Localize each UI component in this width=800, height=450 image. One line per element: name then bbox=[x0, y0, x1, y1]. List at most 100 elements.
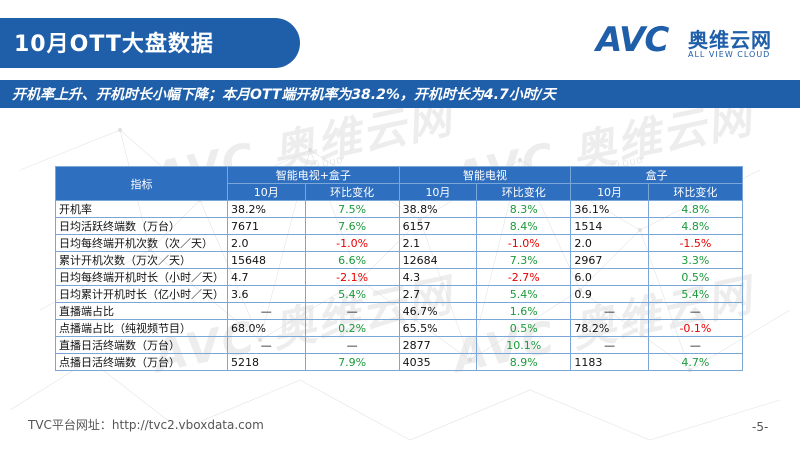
value-cell: 2.1 bbox=[398, 234, 478, 252]
change-cell: 4.7% bbox=[647, 353, 744, 371]
footer-url: TVC平台网址：http://tvc2.vboxdata.com bbox=[28, 418, 264, 432]
value-cell: 38.8% bbox=[398, 200, 478, 218]
change-cell: 8.9% bbox=[476, 353, 572, 371]
change-cell: 6.6% bbox=[304, 251, 400, 269]
change-cell: -1.5% bbox=[647, 234, 744, 252]
change-cell: -1.0% bbox=[476, 234, 572, 252]
row-label: 点播日活终端数（万台） bbox=[55, 353, 228, 371]
change-cell: 0.2% bbox=[304, 319, 400, 337]
change-cell: 7.6% bbox=[304, 217, 400, 235]
value-cell: 4.7 bbox=[227, 268, 306, 286]
change-cell: 7.9% bbox=[304, 353, 400, 371]
change-cell: 5.4% bbox=[476, 285, 572, 303]
row-label: 日均每终端开机时长（小时／天） bbox=[55, 268, 228, 286]
value-cell: 2.0 bbox=[227, 234, 306, 252]
row-label: 直播端占比 bbox=[55, 302, 228, 320]
change-cell: — bbox=[647, 302, 744, 320]
table-row: 日均每终端开机时长（小时／天） 4.7 -2.1% 4.3 -2.7% 6.0 0.5% bbox=[55, 268, 744, 286]
change-cell: 4.8% bbox=[647, 200, 744, 218]
table-row: 点播端占比（纯视频节目） 68.0% 0.2% 65.5% 0.5% 78.2% -0.1% bbox=[55, 319, 744, 337]
change-cell: 1.6% bbox=[476, 302, 572, 320]
change-cell: 5.4% bbox=[647, 285, 744, 303]
value-cell: 3.6 bbox=[227, 285, 306, 303]
table-row: 直播日活终端数（万台） — —2877 10.1% — — bbox=[55, 336, 744, 354]
table-row: 日均每终端开机次数（次／天） 2.0 -1.0% 2.1 -1.0% 2.0 -1.5% bbox=[55, 234, 744, 252]
value-cell: 5218 bbox=[227, 353, 306, 371]
change-cell: 3.3% bbox=[647, 251, 744, 269]
change-cell: 10.1% bbox=[476, 336, 572, 354]
value-cell: 2.7 bbox=[398, 285, 478, 303]
subheader-month: 10月 bbox=[570, 183, 649, 201]
change-cell: 4.8% bbox=[647, 217, 744, 235]
value-cell: 4.3 bbox=[398, 268, 478, 286]
value-cell: 2967 bbox=[570, 251, 649, 269]
value-cell: 0.9 bbox=[570, 285, 649, 303]
change-cell: 7.5% bbox=[304, 200, 400, 218]
value-cell: 12684 bbox=[398, 251, 478, 269]
value-cell: — bbox=[227, 336, 306, 354]
value-cell: 7671 bbox=[227, 217, 306, 235]
subheader-month: 10月 bbox=[398, 183, 478, 201]
subheader-change: 环比变化 bbox=[304, 183, 400, 201]
value-cell: 78.2% bbox=[570, 319, 649, 337]
value-cell: 2.0 bbox=[570, 234, 649, 252]
value-cell: 65.5% bbox=[398, 319, 478, 337]
value-cell: 6157 bbox=[398, 217, 478, 235]
row-label: 日均每终端开机次数（次／天） bbox=[55, 234, 228, 252]
ott-data-table: 指标 智能电视+盒子 智能电视 盒子 10月 环比变化 10月 环比变化 10月… bbox=[55, 166, 744, 371]
table-row: 累计开机次数（万次／天） 15648 6.6% 12684 7.3% 2967 3.3% bbox=[55, 251, 744, 269]
logo-avc: AVC bbox=[596, 20, 669, 60]
table-row: 开机率 38.2% 7.5% 38.8% 8.3% 36.1% 4.8% bbox=[55, 200, 744, 218]
change-cell: 0.5% bbox=[647, 268, 744, 286]
table-subheader-row: 10月 环比变化 10月 环比变化 10月 环比变化 bbox=[56, 183, 744, 201]
group-header: 盒子 bbox=[570, 166, 743, 184]
table-row: 直播端占比 — —46.7% 1.6% — — bbox=[55, 302, 744, 320]
table-row: 日均活跃终端数（万台） 7671 7.6% 6157 8.4% 1514 4.8% bbox=[55, 217, 744, 235]
group-header: 智能电视 bbox=[398, 166, 572, 184]
value-cell: 2877 bbox=[398, 336, 478, 354]
row-label: 日均累计开机时长（亿小时／天） bbox=[55, 285, 228, 303]
row-label: 直播日活终端数（万台） bbox=[55, 336, 228, 354]
row-label: 点播端占比（纯视频节目） bbox=[55, 319, 228, 337]
change-cell: -1.0% bbox=[304, 234, 400, 252]
logo: AVC 奥维云网 ALL VIEW CLOUD bbox=[596, 18, 786, 68]
subtitle: 开机率上升、开机时长小幅下降；本月OTT端开机率为38.2%，开机时长为4.7小… bbox=[12, 87, 556, 103]
page-title: 10月OTT大盘数据 bbox=[14, 32, 214, 57]
logo-english-name: ALL VIEW CLOUD bbox=[688, 50, 771, 59]
change-cell: -2.7% bbox=[476, 268, 572, 286]
value-cell: 46.7% bbox=[398, 302, 478, 320]
change-cell: 7.3% bbox=[476, 251, 572, 269]
change-cell: -2.1% bbox=[304, 268, 400, 286]
value-cell: 1183 bbox=[570, 353, 649, 371]
change-cell: 5.4% bbox=[304, 285, 400, 303]
table-header-row: 指标 智能电视+盒子 智能电视 盒子 bbox=[55, 166, 743, 201]
page-number: -5- bbox=[752, 420, 769, 434]
change-cell: 8.4% bbox=[476, 217, 572, 235]
value-cell: 4035 bbox=[398, 353, 478, 371]
change-cell: 0.5% bbox=[476, 319, 572, 337]
row-label: 累计开机次数（万次／天） bbox=[55, 251, 228, 269]
value-cell: 1514 bbox=[570, 217, 649, 235]
group-header: 智能电视+盒子 bbox=[227, 166, 400, 184]
table-row: 日均累计开机时长（亿小时／天） 3.6 5.4% 2.7 5.4% 0.9 5.4% bbox=[55, 285, 744, 303]
subheader-change: 环比变化 bbox=[476, 183, 572, 201]
change-cell: 8.3% bbox=[476, 200, 572, 218]
row-label: 开机率 bbox=[55, 200, 228, 218]
table-row: 点播日活终端数（万台） 5218 7.9% 4035 8.9% 1183 4.7% bbox=[55, 353, 744, 371]
value-cell: — bbox=[570, 336, 649, 354]
value-cell: 36.1% bbox=[570, 200, 649, 218]
title-bar: 10月OTT大盘数据 bbox=[0, 18, 300, 68]
logo-chinese-name: 奥维云网 bbox=[688, 28, 772, 52]
value-cell: — bbox=[570, 302, 649, 320]
value-cell: 6.0 bbox=[570, 268, 649, 286]
value-cell: 68.0% bbox=[227, 319, 306, 337]
value-cell: — bbox=[227, 302, 306, 320]
value-cell: 38.2% bbox=[227, 200, 306, 218]
change-cell: — bbox=[304, 302, 400, 320]
subheader-change: 环比变化 bbox=[647, 183, 744, 201]
value-cell: 15648 bbox=[227, 251, 306, 269]
change-cell: — bbox=[304, 336, 400, 354]
change-cell: — bbox=[647, 336, 744, 354]
change-cell: -0.1% bbox=[647, 319, 744, 337]
subheader-month: 10月 bbox=[227, 183, 306, 201]
